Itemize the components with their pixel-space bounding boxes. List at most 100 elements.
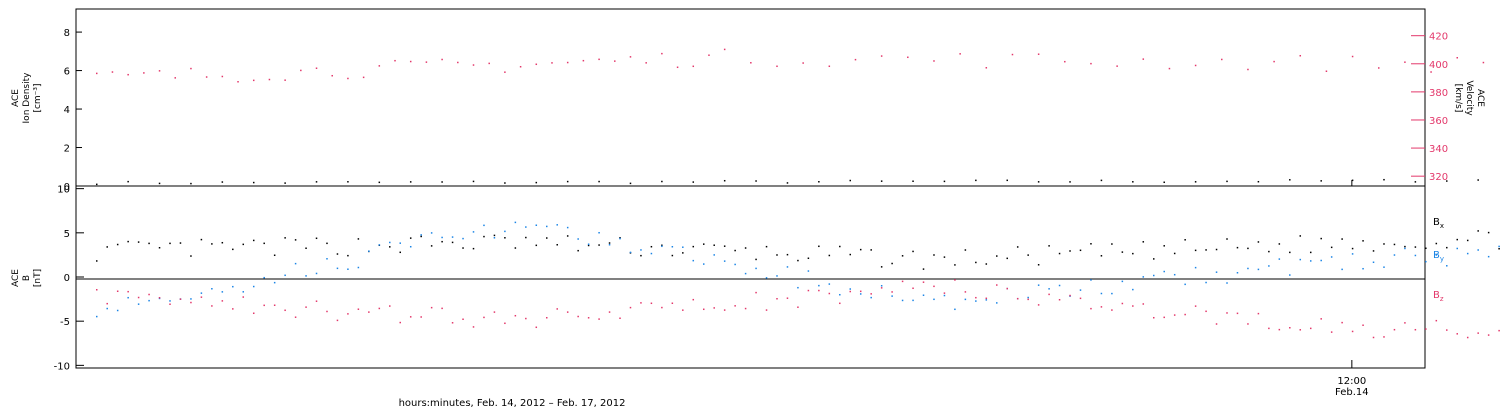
b-bx-point — [1351, 247, 1354, 250]
b-bx-point — [1289, 251, 1291, 254]
b-bx-point — [1006, 257, 1008, 260]
b-bx-point — [859, 248, 862, 251]
b-by-point — [441, 236, 443, 239]
ion-density-point — [1132, 181, 1134, 183]
b-by-point — [378, 244, 381, 246]
b-by-point — [1048, 288, 1050, 290]
velocity-point — [205, 76, 208, 78]
b-by-point — [964, 298, 967, 301]
b-by-point — [1142, 276, 1145, 278]
time-tick-label-time: 12:00 — [1337, 376, 1366, 387]
time-tick-label-date: Feb.14 — [1335, 387, 1369, 398]
b-bx-point — [1048, 245, 1050, 247]
b-by-point — [765, 277, 768, 279]
b-by-point — [1456, 247, 1458, 250]
b-bx-point — [211, 243, 213, 245]
b-bx-point — [420, 235, 422, 238]
b-by-point — [891, 295, 893, 297]
b-bx-point — [294, 239, 297, 241]
velocity-point — [692, 65, 695, 68]
ion-density-point — [1351, 179, 1354, 182]
b-by-point — [399, 242, 401, 244]
b-bx-point — [587, 244, 590, 247]
b-bx-point — [818, 245, 820, 248]
b-by-point — [1100, 292, 1103, 295]
velocity-point — [519, 65, 522, 68]
b-by-point — [1215, 271, 1218, 273]
velocity-point — [96, 72, 98, 75]
ion-density-point — [598, 180, 600, 183]
ion-density-point — [1163, 181, 1165, 184]
b-by-point — [849, 288, 852, 290]
b-by-point — [671, 245, 674, 248]
b-by-point — [933, 298, 935, 301]
b-by-point — [273, 281, 276, 284]
velocity-point — [1456, 56, 1458, 59]
b-bx-point — [661, 244, 663, 247]
b-by-point — [1362, 267, 1364, 270]
b-bx-point — [1425, 247, 1427, 250]
b-bx-point — [1100, 255, 1103, 257]
b-bx-point — [975, 261, 977, 264]
b-bx-point — [1393, 243, 1396, 246]
b-bx-point — [525, 236, 527, 239]
velocity-point — [802, 62, 804, 64]
b-by-point — [629, 251, 632, 254]
b-by-point — [1268, 265, 1270, 267]
velocity-axis-title: ACE Velocity [km/s] — [1453, 80, 1485, 116]
b-by-point — [451, 236, 454, 238]
ion-density-point — [880, 180, 883, 182]
b-by-point — [1027, 296, 1029, 299]
b-bx-point — [273, 254, 276, 257]
velocity-point — [708, 54, 710, 56]
velocity-point — [488, 62, 490, 65]
b-by-point — [190, 298, 192, 300]
b-field-series — [96, 221, 1500, 339]
b-bx-point — [849, 253, 852, 256]
b-by-point — [713, 254, 715, 256]
b-field-tick-label: -5 — [60, 317, 70, 328]
b-by-point — [1163, 270, 1165, 273]
b-by-point — [975, 300, 977, 302]
b-by-point — [221, 291, 224, 293]
b-by-point — [1299, 258, 1302, 261]
ion-density-point — [472, 180, 475, 183]
b-by-point — [692, 259, 695, 262]
b-by-point — [347, 268, 349, 270]
ion-density-axis: 0 2 4 6 8 — [64, 28, 82, 193]
b-bx-point — [797, 259, 799, 262]
b-bx-point — [598, 244, 600, 246]
b-by-point — [493, 237, 496, 239]
b-bx-point — [786, 253, 789, 256]
b-by-point — [640, 249, 642, 251]
ion-density-tick-label: 4 — [64, 105, 70, 116]
b-by-point — [943, 294, 946, 297]
b-by-point — [504, 230, 506, 233]
velocity-point — [750, 62, 752, 64]
b-bx-point — [158, 247, 161, 249]
b-by-point — [1393, 254, 1396, 256]
ion-density-point — [347, 181, 349, 183]
velocity-point — [1194, 64, 1197, 67]
ion-density-axis-title-line2: Ion Density — [22, 72, 32, 124]
b-bx-point — [1016, 246, 1019, 248]
velocity-point — [776, 65, 778, 68]
b-by-point — [1466, 252, 1469, 255]
b-bx-point — [964, 249, 967, 251]
b-bx-point — [472, 247, 475, 250]
b-bx-point — [409, 237, 412, 239]
velocity-point — [441, 58, 443, 61]
b-bx-point — [242, 243, 245, 246]
b-by-point — [148, 299, 150, 302]
b-bx-point — [807, 257, 810, 260]
b-bx-point — [284, 237, 286, 239]
b-by-point — [263, 276, 265, 279]
b-by-point — [525, 226, 527, 228]
b-bx-point — [1372, 250, 1375, 252]
b-bx-point — [870, 249, 872, 251]
velocity-point — [645, 62, 647, 64]
b-by-point — [336, 267, 339, 270]
b-bx-point — [1037, 264, 1040, 266]
velocity-point — [315, 67, 318, 69]
velocity-point — [1116, 65, 1118, 67]
